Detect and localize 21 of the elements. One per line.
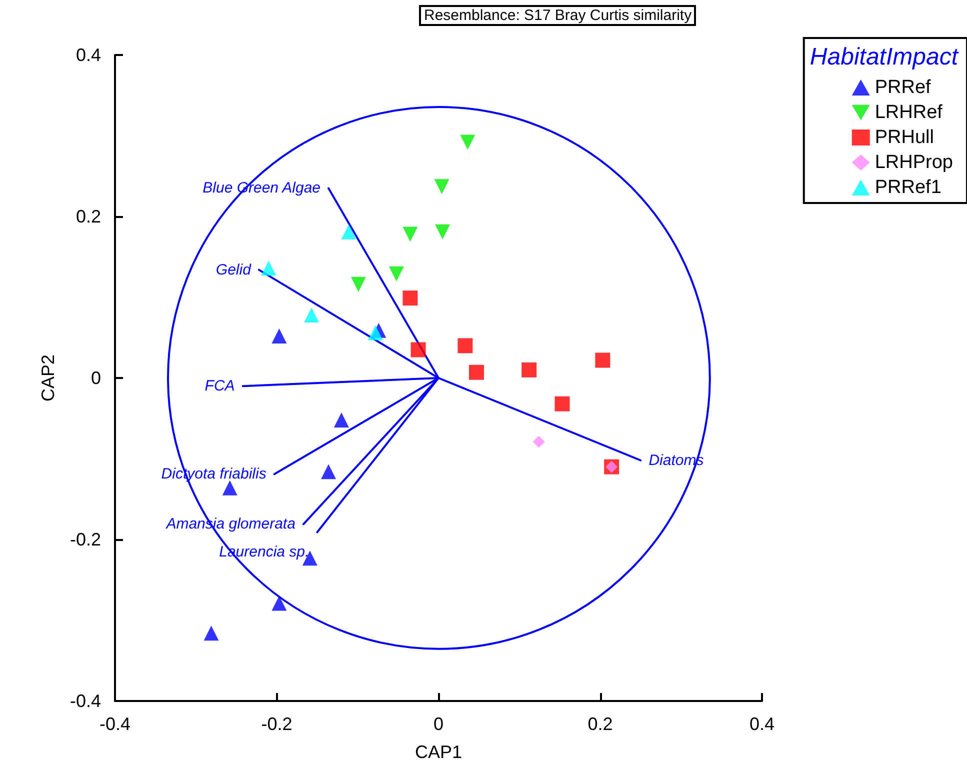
y-axis-title: CAP2 — [38, 354, 58, 402]
x-tick-label: 0 — [433, 714, 444, 734]
series-label: Gelid — [216, 261, 252, 278]
text: Resemblance: S17 Bray Curtis similarity — [424, 7, 692, 24]
y-tick-label: -0.4 — [70, 691, 101, 711]
y-tick-label: 0.2 — [76, 206, 101, 226]
x-tick-label: 0.2 — [588, 714, 613, 734]
y-tick-label: -0.2 — [70, 530, 101, 550]
x-tick-label: -0.2 — [261, 714, 292, 734]
x-axis-title: CAP1 — [414, 742, 462, 762]
legend-title: HabitatImpact — [810, 44, 960, 70]
x-tick-label: -0.4 — [99, 714, 131, 734]
y-tick-label: 0.4 — [76, 45, 101, 65]
series-label: FCA — [204, 378, 235, 395]
legend-label: PRHull — [874, 127, 934, 148]
legend-label: LRHRef — [874, 102, 944, 123]
legend-label: PRRef1 — [874, 177, 942, 198]
x-tick-label: 0.4 — [749, 714, 775, 734]
legend-label: PRRef — [874, 77, 932, 98]
y-tick-label: 0 — [90, 368, 101, 388]
legend-label: LRHProp — [874, 152, 954, 173]
